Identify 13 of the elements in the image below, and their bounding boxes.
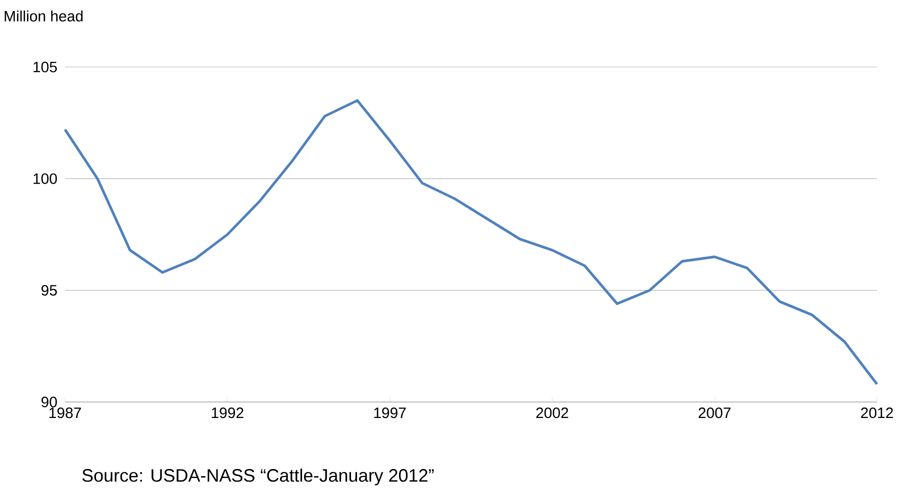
- line-series: [64, 99, 878, 386]
- x-tick-label: 1997: [374, 408, 406, 418]
- source-note: Source: USDA-NASS “Cattle-January 2012”: [82, 468, 434, 486]
- y-tick-label: 95: [42, 285, 57, 296]
- x-tick-label: 2002: [536, 408, 568, 418]
- y-axis-title: Million head: [4, 10, 83, 22]
- y-tick-label: 100: [34, 173, 57, 184]
- x-tick-label: 2007: [698, 408, 731, 418]
- x-tick-label: 1992: [212, 408, 244, 418]
- y-tick-label: 105: [34, 62, 57, 72]
- y-tick-label: 90: [42, 396, 57, 408]
- x-tick-label: 2012: [861, 408, 893, 418]
- x-tick-label: 1987: [49, 408, 81, 418]
